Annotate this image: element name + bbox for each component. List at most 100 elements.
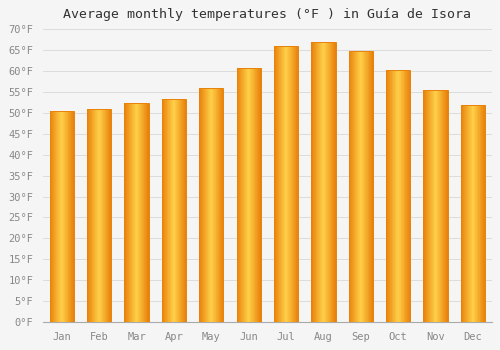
Bar xyxy=(322,42,323,322)
Bar xyxy=(107,109,108,322)
Bar xyxy=(356,51,357,322)
Bar xyxy=(207,88,208,322)
Bar xyxy=(432,90,433,322)
Bar xyxy=(397,70,398,322)
Bar xyxy=(295,46,296,322)
Bar xyxy=(91,109,92,322)
Bar xyxy=(352,51,353,322)
Bar xyxy=(210,88,212,322)
Bar xyxy=(481,105,482,322)
Bar xyxy=(427,90,428,322)
Bar xyxy=(283,46,284,322)
Bar xyxy=(259,68,260,322)
Bar xyxy=(335,42,336,322)
Bar xyxy=(328,42,329,322)
Bar xyxy=(162,99,163,322)
Bar xyxy=(142,103,143,322)
Bar xyxy=(348,51,350,322)
Bar xyxy=(470,105,471,322)
Bar xyxy=(55,111,56,322)
Bar xyxy=(473,105,474,322)
Bar xyxy=(102,109,103,322)
Bar xyxy=(63,111,64,322)
Bar xyxy=(443,90,444,322)
Bar xyxy=(359,51,360,322)
Bar xyxy=(240,68,241,322)
Bar xyxy=(134,103,136,322)
Bar xyxy=(98,109,99,322)
Bar xyxy=(367,51,368,322)
Bar xyxy=(321,42,322,322)
Bar xyxy=(324,42,326,322)
Bar xyxy=(333,42,334,322)
Bar xyxy=(313,42,314,322)
Bar xyxy=(479,105,480,322)
Bar xyxy=(326,42,327,322)
Bar xyxy=(178,99,179,322)
Bar xyxy=(444,90,446,322)
Bar xyxy=(474,105,475,322)
Bar xyxy=(110,109,112,322)
Bar xyxy=(258,68,259,322)
Bar xyxy=(57,111,58,322)
Bar xyxy=(126,103,127,322)
Bar xyxy=(165,99,166,322)
Bar xyxy=(213,88,214,322)
Bar xyxy=(462,105,464,322)
Bar xyxy=(140,103,141,322)
Bar xyxy=(477,105,478,322)
Bar xyxy=(319,42,320,322)
Bar xyxy=(424,90,448,322)
Bar xyxy=(71,111,72,322)
Bar xyxy=(236,68,261,322)
Bar xyxy=(274,46,298,322)
Bar xyxy=(252,68,253,322)
Bar xyxy=(256,68,257,322)
Bar xyxy=(406,70,408,322)
Bar xyxy=(388,70,389,322)
Bar xyxy=(284,46,285,322)
Bar xyxy=(468,105,469,322)
Bar xyxy=(472,105,473,322)
Bar xyxy=(168,99,169,322)
Bar xyxy=(137,103,138,322)
Bar xyxy=(175,99,176,322)
Bar xyxy=(182,99,183,322)
Bar xyxy=(274,46,275,322)
Bar xyxy=(56,111,57,322)
Bar xyxy=(60,111,61,322)
Bar xyxy=(201,88,202,322)
Bar xyxy=(428,90,429,322)
Bar xyxy=(199,88,200,322)
Bar xyxy=(351,51,352,322)
Bar xyxy=(371,51,372,322)
Bar xyxy=(163,99,164,322)
Bar xyxy=(434,90,435,322)
Bar xyxy=(257,68,258,322)
Bar xyxy=(52,111,53,322)
Bar xyxy=(391,70,392,322)
Bar xyxy=(292,46,294,322)
Bar xyxy=(435,90,436,322)
Bar xyxy=(289,46,290,322)
Bar xyxy=(277,46,278,322)
Bar xyxy=(124,103,125,322)
Bar xyxy=(436,90,437,322)
Bar xyxy=(50,111,51,322)
Bar xyxy=(282,46,283,322)
Bar xyxy=(167,99,168,322)
Bar xyxy=(166,99,167,322)
Bar xyxy=(174,99,175,322)
Bar xyxy=(208,88,209,322)
Bar xyxy=(204,88,205,322)
Bar xyxy=(461,105,462,322)
Bar xyxy=(64,111,65,322)
Bar xyxy=(317,42,318,322)
Bar xyxy=(464,105,465,322)
Bar xyxy=(290,46,291,322)
Bar xyxy=(372,51,373,322)
Bar xyxy=(87,109,112,322)
Bar xyxy=(176,99,177,322)
Bar xyxy=(243,68,244,322)
Bar xyxy=(99,109,100,322)
